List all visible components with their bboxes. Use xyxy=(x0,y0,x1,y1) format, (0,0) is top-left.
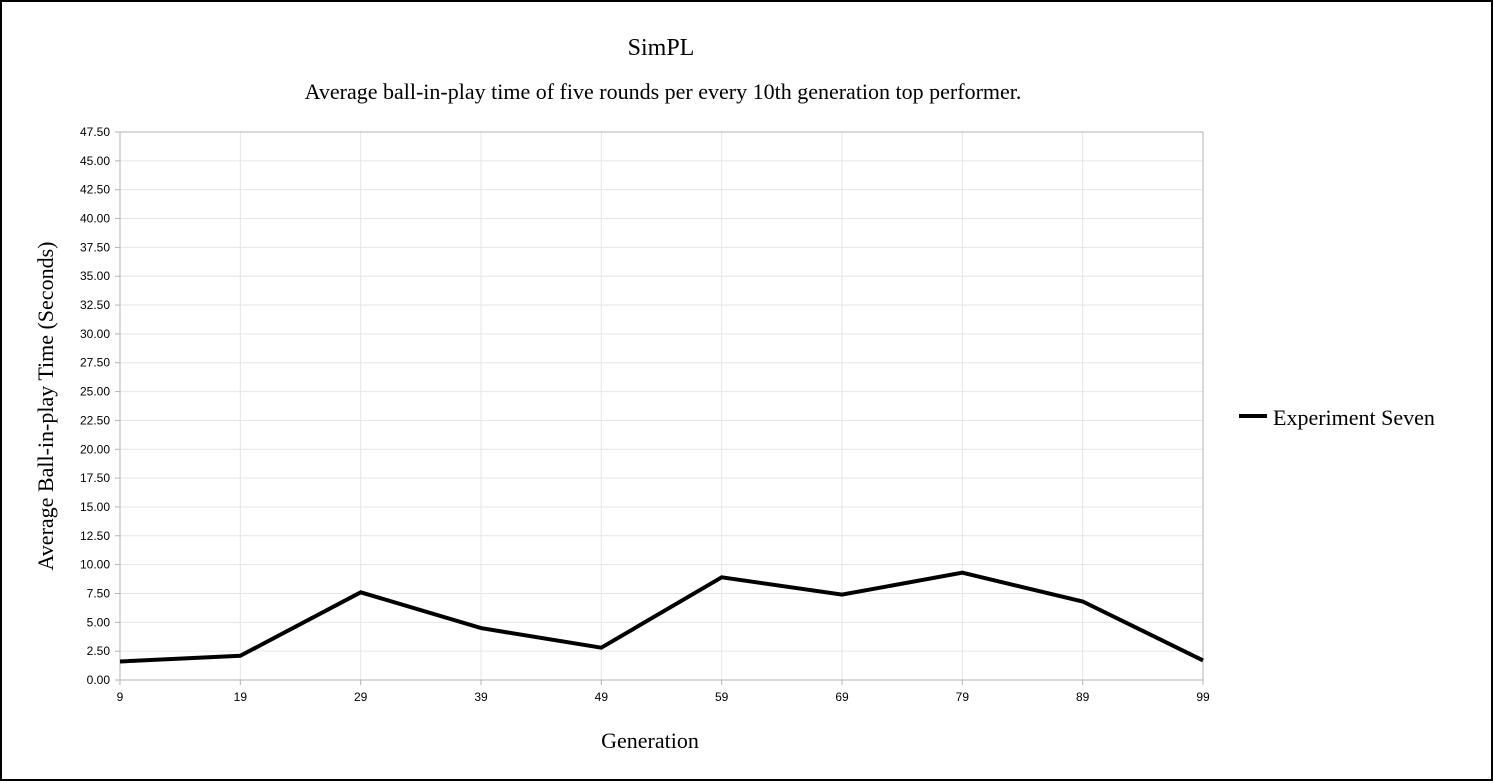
x-axis-ticks: 9 19 29 39 49 59 69 79 89 99 xyxy=(117,680,1210,704)
x-axis-label: Generation xyxy=(601,728,699,753)
legend-label-experiment-seven: Experiment Seven xyxy=(1273,405,1435,430)
y-tick-label: 47.50 xyxy=(80,125,110,139)
y-tick-label: 22.50 xyxy=(80,413,110,427)
y-tick-label: 42.50 xyxy=(80,183,110,197)
x-tick-label: 59 xyxy=(715,690,729,704)
y-tick-label: 12.50 xyxy=(80,529,110,543)
x-tick-label: 19 xyxy=(234,690,248,704)
y-axis-ticks: 0.00 2.50 5.00 7.50 10.00 12.50 15.00 17.50 20.0… xyxy=(80,125,120,687)
y-axis-label: Average Ball-in-play Time (Seconds) xyxy=(33,242,58,571)
series-layer xyxy=(120,573,1203,662)
x-tick-label: 89 xyxy=(1076,690,1090,704)
y-tick-label: 37.50 xyxy=(80,240,110,254)
y-tick-label: 20.00 xyxy=(80,442,110,456)
y-tick-label: 7.50 xyxy=(87,586,111,600)
y-tick-label: 5.00 xyxy=(87,615,111,629)
x-tick-label: 99 xyxy=(1196,690,1210,704)
y-tick-label: 40.00 xyxy=(80,212,110,226)
plot-area-border xyxy=(120,132,1203,680)
y-tick-label: 35.00 xyxy=(80,269,110,283)
y-tick-label: 27.50 xyxy=(80,356,110,370)
x-tick-label: 79 xyxy=(956,690,970,704)
y-tick-label: 45.00 xyxy=(80,154,110,168)
x-tick-label: 49 xyxy=(595,690,609,704)
chart-subtitle: Average ball-in-play time of five rounds… xyxy=(305,79,1022,104)
x-tick-label: 39 xyxy=(474,690,488,704)
series-line-experiment-seven xyxy=(120,573,1203,662)
x-tick-label: 69 xyxy=(835,690,849,704)
y-tick-label: 30.00 xyxy=(80,327,110,341)
x-tick-label: 9 xyxy=(117,690,124,704)
y-tick-label: 2.50 xyxy=(87,644,111,658)
y-tick-label: 25.00 xyxy=(80,385,110,399)
gridlines xyxy=(120,132,1203,680)
x-tick-label: 29 xyxy=(354,690,368,704)
y-tick-label: 32.50 xyxy=(80,298,110,312)
y-tick-label: 17.50 xyxy=(80,471,110,485)
y-tick-label: 0.00 xyxy=(87,673,111,687)
legend: Experiment Seven xyxy=(1239,405,1435,430)
y-tick-label: 10.00 xyxy=(80,558,110,572)
y-tick-label: 15.00 xyxy=(80,500,110,514)
chart-title: SimPL xyxy=(628,35,695,61)
